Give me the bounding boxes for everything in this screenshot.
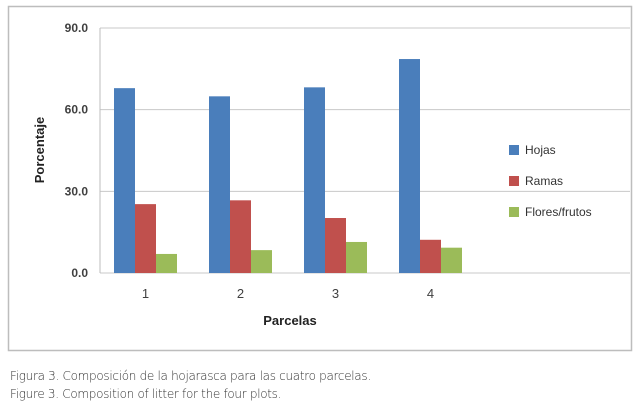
bar-flores-frutos-parcela-1 [156,253,177,273]
bar-hojas-parcela-3 [304,87,325,273]
bar-hojas-parcela-1 [114,88,135,274]
bar-ramas-parcela-3 [325,218,346,273]
legend-label: Ramas [525,174,563,188]
y-axis-label: Porcentaje [32,117,47,183]
x-axis-label: Parcelas [263,313,317,328]
x-tick-label: 4 [427,286,434,301]
legend-swatch [509,207,519,217]
bar-hojas-parcela-4 [399,59,420,274]
bar-flores-frutos-parcela-3 [346,241,367,273]
bar-hojas-parcela-2 [209,96,230,273]
bar-ramas-parcela-2 [230,200,251,273]
x-tick-label: 1 [142,286,149,301]
bar-ramas-parcela-4 [420,239,441,273]
y-tick-label: 0.0 [71,266,88,280]
legend-label: Hojas [525,143,556,157]
y-tick-label: 90.0 [65,21,89,35]
legend-swatch [509,145,519,155]
x-tick-label: 2 [237,286,244,301]
caption-english: Figure 3. Composition of litter for the … [10,387,282,401]
y-tick-label: 30.0 [65,184,89,198]
legend-label: Flores/frutos [525,205,592,219]
y-tick-label: 60.0 [65,103,89,117]
legend-swatch [509,176,519,186]
bar-ramas-parcela-1 [135,204,156,273]
caption-spanish: Figura 3. Composición de la hojarasca pa… [10,369,371,383]
x-tick-label: 3 [332,286,339,301]
bar-flores-frutos-parcela-2 [251,250,272,273]
bar-flores-frutos-parcela-4 [441,247,462,273]
